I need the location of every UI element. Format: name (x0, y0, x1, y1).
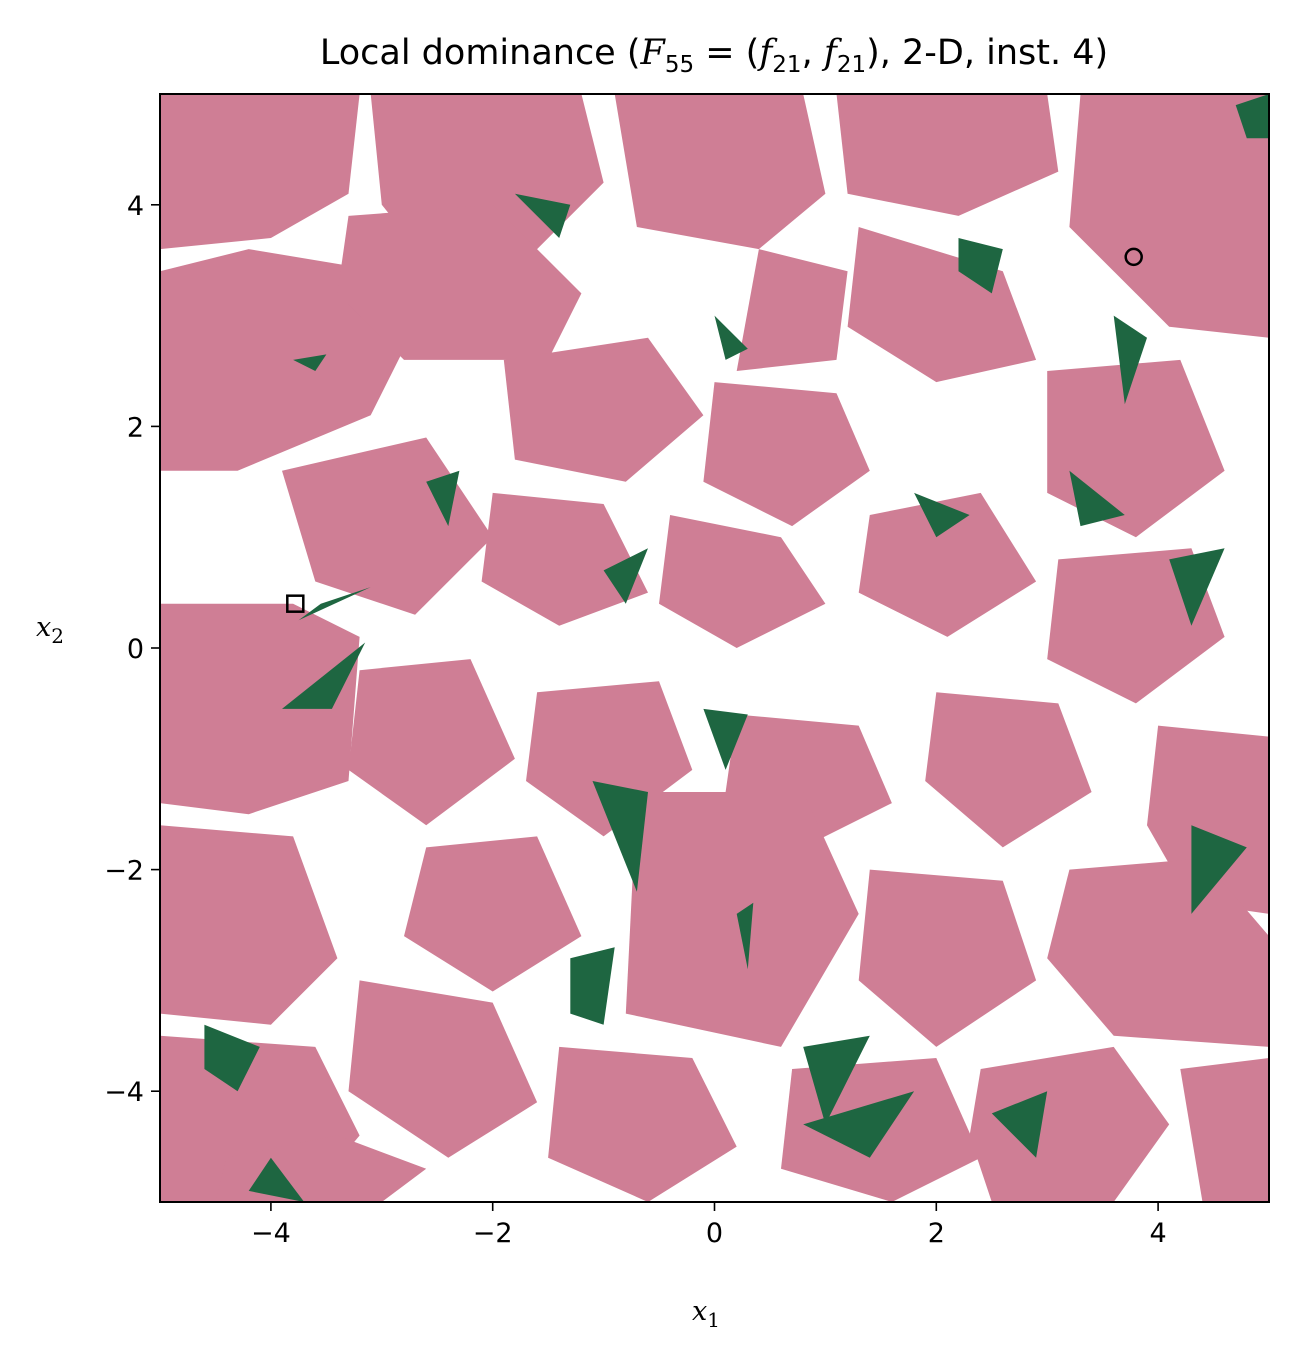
y-tick-label: −2 (104, 856, 144, 887)
x-axis-ticks: −4 −2 0 2 4 (251, 1202, 1167, 1249)
chart-title: Local dominance (F55 = (f21, f21), 2-D, … (320, 33, 1108, 78)
y-tick-label: 4 (127, 191, 144, 222)
y-tick-label: −4 (104, 1077, 144, 1108)
x-tick-label: 0 (706, 1218, 723, 1249)
x-tick-label: 2 (928, 1218, 945, 1249)
x-axis-label: x1 (692, 1296, 720, 1332)
y-tick-label: 2 (127, 412, 144, 443)
y-axis-label: x2 (36, 612, 64, 648)
y-axis-ticks: −4 −2 0 2 4 (104, 191, 160, 1108)
x-tick-label: 4 (1150, 1218, 1167, 1249)
region-pink-2 (160, 604, 360, 815)
x-tick-label: −2 (473, 1218, 513, 1249)
y-tick-label: 0 (127, 634, 144, 665)
x-tick-label: −4 (251, 1218, 291, 1249)
